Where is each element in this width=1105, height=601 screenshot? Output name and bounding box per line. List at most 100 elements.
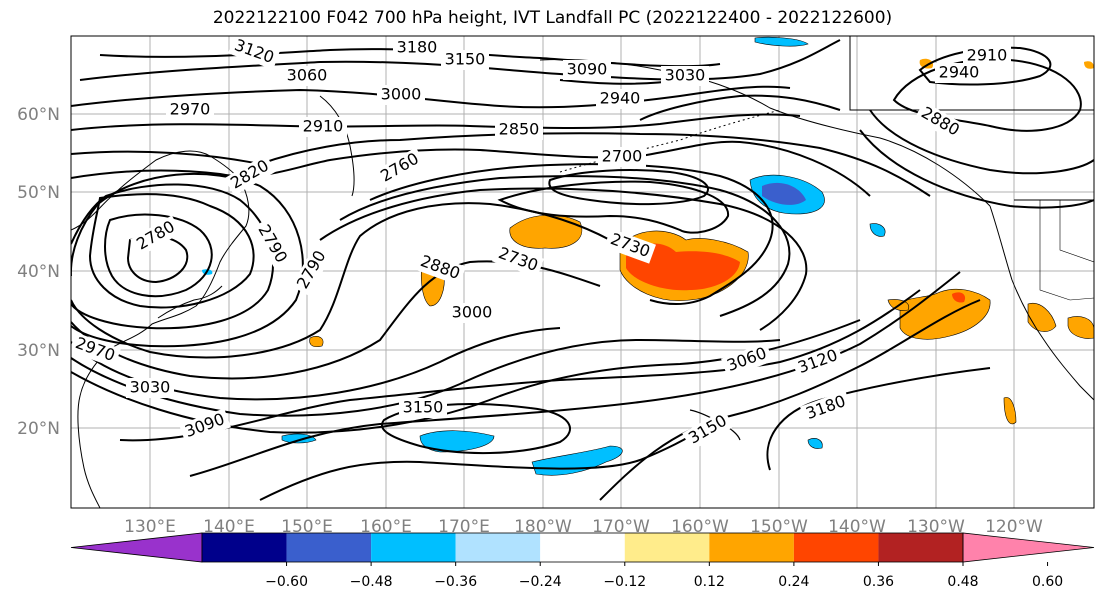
longitude-label: 150°E (281, 517, 333, 537)
colorbar-segment (878, 533, 963, 562)
colorbar-extend-high (962, 532, 1095, 563)
contour-label-mask (598, 147, 646, 167)
contour-label-mask (661, 66, 709, 86)
contour-label-mask (963, 46, 1011, 66)
colorbar-tick-label: 0.12 (694, 574, 725, 590)
contour-label-mask (291, 244, 333, 296)
colorbar-outline (201, 532, 964, 563)
contour-label-mask (800, 390, 852, 426)
contour-label-mask (374, 147, 426, 189)
longitude-label: 160°E (360, 517, 412, 537)
contour-line (259, 419, 721, 501)
contour-label-mask (126, 378, 174, 398)
contour-line (71, 338, 781, 417)
contour-label: 2940 (600, 89, 641, 108)
contour-line (79, 39, 841, 81)
contour-label: 2700 (602, 147, 643, 166)
contour-label: 3180 (397, 38, 438, 57)
colorbar-tick-label: 0.48 (947, 574, 978, 590)
contour-label: 3000 (452, 303, 493, 322)
colorbar-tick-label: −0.60 (265, 574, 308, 590)
ivt-negative-region (807, 438, 823, 449)
contour-label: 3150 (403, 398, 444, 417)
contour-line (71, 172, 304, 348)
contour-label: 3150 (445, 50, 486, 69)
contour-label-mask (492, 242, 544, 278)
contour-label: 3000 (381, 85, 422, 104)
contour-line (119, 289, 921, 442)
contour-line (71, 140, 871, 197)
contour-label-mask (563, 60, 611, 80)
map-frame (70, 35, 1095, 509)
longitude-label: 120°W (985, 517, 1043, 537)
colorbar-tick-label: 0.60 (1032, 574, 1063, 590)
colorbar-tick-label: 0.24 (778, 574, 809, 590)
latitude-label: 40°N (17, 262, 60, 282)
colorbar-segment (286, 533, 372, 562)
contour-label-mask (166, 100, 214, 120)
canada-border (849, 36, 1094, 111)
contour-line (339, 175, 791, 317)
longitude-label: 170°E (438, 517, 490, 537)
ivt-positive-region (1027, 302, 1057, 332)
contour-line (859, 129, 1094, 209)
latitude-label: 30°N (17, 341, 60, 361)
colorbar-segment (202, 533, 287, 562)
colorbar-segment (793, 533, 879, 562)
contour-label-mask (283, 66, 331, 86)
contour-line (869, 109, 1094, 175)
contour-line (381, 403, 571, 455)
latitude-label: 60°N (17, 105, 60, 125)
ivt-strong-positive-region (626, 243, 740, 291)
north-america-coastline (989, 205, 1094, 401)
state-lines (1039, 200, 1094, 301)
colorbar-segment (709, 533, 794, 562)
ivt-positive-region (509, 214, 583, 249)
contour-label: 3090 (567, 60, 608, 79)
contour-label-mask (71, 332, 121, 368)
latitude-label: 20°N (17, 419, 60, 439)
longitude-label: 140°E (203, 517, 255, 537)
contour-label-mask (721, 342, 773, 378)
contour-label-mask (448, 303, 496, 323)
contour-label: 2850 (499, 120, 540, 139)
contour-label-mask (792, 344, 844, 380)
ivt-negative-region (281, 433, 317, 444)
ivt-positive-region (309, 336, 324, 348)
ivt-positive-region (919, 58, 934, 69)
contour-line (599, 299, 981, 501)
colorbar-ticks: −0.60 −0.48 −0.36 −0.24 −0.12 0.12 0.24 0.36 0.4… (265, 562, 1063, 590)
longitude-label: 170°W (592, 517, 650, 537)
asia-coastline (71, 150, 250, 508)
colorbar-segments (70, 532, 1095, 563)
contour-label-mask (596, 89, 644, 109)
latitude-label: 50°N (17, 183, 60, 203)
contour-label: 2910 (303, 117, 344, 136)
longitude-label: 150°W (750, 517, 808, 537)
map-title: 2022122100 F042 700 hPa height, IVT Land… (212, 8, 893, 28)
colorbar-tick-label: −0.24 (519, 574, 562, 590)
ivt-positive-region (1084, 61, 1094, 69)
contour-label: 3030 (130, 378, 171, 397)
contour-line (319, 187, 808, 331)
colorbar-tick-label: −0.36 (434, 574, 477, 590)
contour-line (71, 85, 791, 109)
contour-line (71, 202, 611, 359)
contour-label-mask (935, 63, 983, 83)
contour-label-mask (399, 398, 447, 418)
contour-line (639, 94, 841, 121)
contour-label-mask (414, 250, 466, 286)
longitude-label: 160°W (671, 517, 729, 537)
contour-label: 2970 (170, 100, 211, 119)
colorbar-tick-label: −0.48 (350, 574, 393, 590)
japan-coastline (157, 285, 223, 319)
contour-line (369, 163, 774, 306)
contour-line (548, 169, 709, 206)
ivt-strong-positive-region (952, 292, 966, 303)
contour-label-mask (179, 408, 231, 444)
longitude-labels: 130°E 140°E 150°E 160°E 170°E 180°W 170°W 160°W… (124, 517, 1043, 537)
contour-line (497, 180, 730, 234)
colorbar-tick-label: −0.12 (603, 574, 646, 590)
